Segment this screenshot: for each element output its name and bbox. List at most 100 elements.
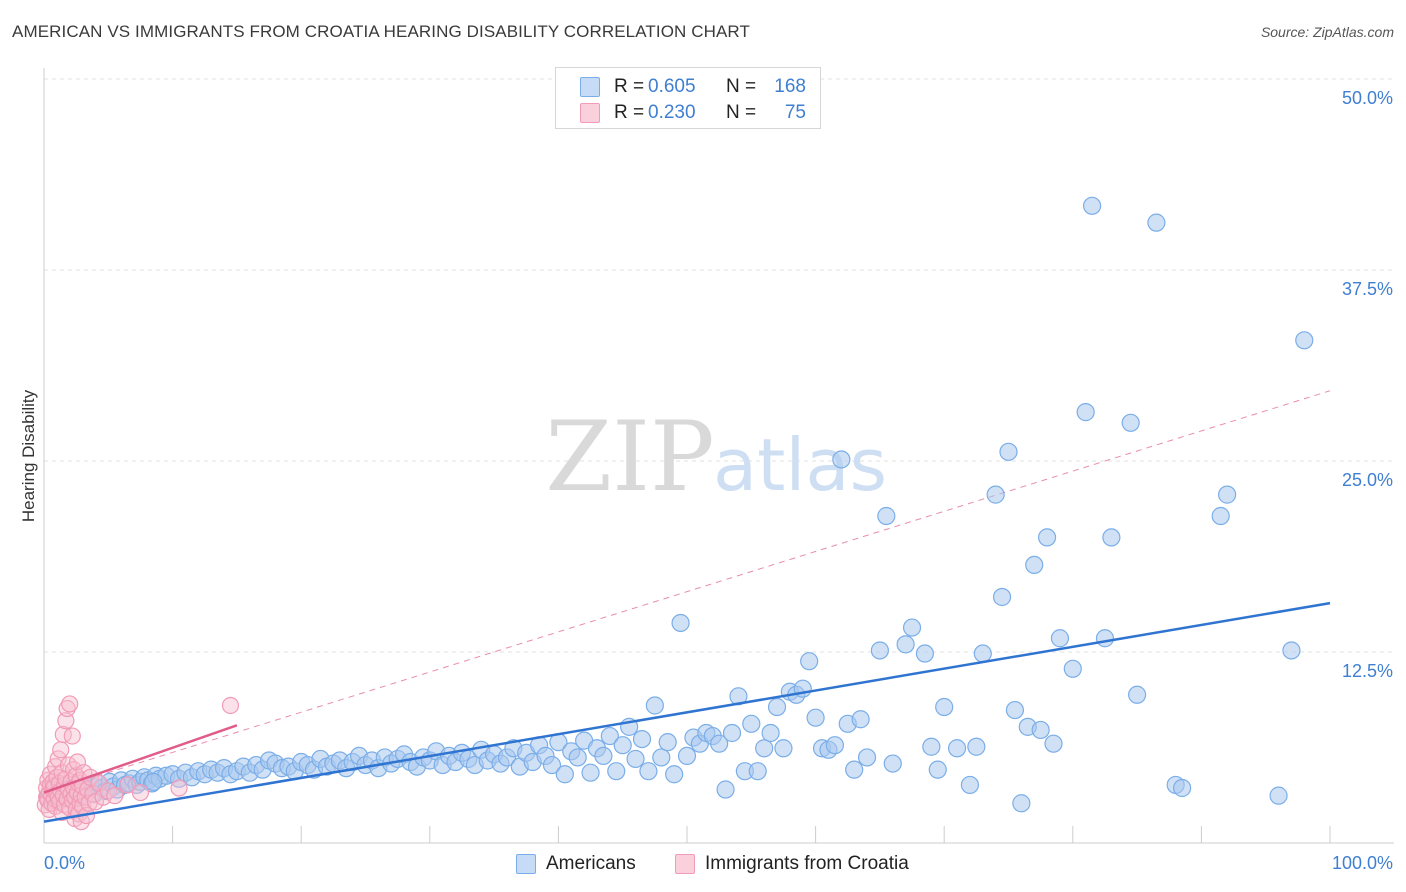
americans-point	[857, 748, 877, 767]
americans-point	[581, 763, 600, 782]
americans-point	[999, 442, 1018, 461]
americans-point	[748, 762, 767, 781]
croatia-point	[118, 776, 137, 794]
bottom-legend-americans[interactable]: Americans	[516, 852, 636, 876]
americans-point	[722, 723, 742, 743]
americans-point	[973, 644, 992, 663]
americans-point	[1082, 196, 1102, 215]
y-tick-label: 25.0%	[1342, 470, 1393, 490]
americans-point	[1025, 555, 1044, 575]
americans-point	[800, 652, 819, 671]
croatia-point	[63, 727, 81, 745]
americans-point	[922, 737, 941, 756]
americans-swatch	[580, 77, 600, 97]
bottom-legend-croatia[interactable]: Immigrants from Croatia	[675, 852, 909, 876]
americans-point	[986, 485, 1005, 504]
croatia-point	[57, 712, 75, 730]
croatia-point	[68, 753, 87, 771]
americans-point	[870, 641, 890, 660]
americans-point	[755, 739, 774, 758]
americans-point	[767, 697, 787, 717]
americans-point	[992, 587, 1012, 607]
americans-point	[928, 760, 947, 779]
stats-legend: R = 0.605 N = 168 R = 0.230 N = 75	[555, 67, 821, 129]
legend-r-label: R =	[614, 76, 645, 97]
croatia-point	[58, 699, 76, 718]
americans-point	[806, 708, 825, 727]
grid-lines	[44, 78, 1394, 653]
americans-point	[1095, 629, 1115, 648]
watermark-atlas: atlas	[713, 423, 887, 507]
americans-point	[883, 754, 902, 773]
y-tick-label: 12.5%	[1342, 661, 1393, 681]
americans-point	[742, 714, 761, 733]
americans-point	[1282, 641, 1301, 660]
legend-r-label: R =	[614, 102, 645, 123]
legend-row-americans: R = 0.605 N = 168	[580, 75, 806, 99]
axes	[43, 68, 1394, 844]
americans-point	[960, 775, 980, 795]
americans-point	[144, 772, 163, 791]
americans-point	[710, 734, 729, 753]
americans-point	[716, 780, 735, 799]
americans-point	[1044, 734, 1063, 753]
americans-point	[665, 765, 684, 784]
legend-n-label: N =	[726, 76, 757, 97]
legend-n-label: N =	[726, 102, 757, 123]
americans-point	[1012, 794, 1031, 813]
croatia-swatch	[675, 854, 695, 874]
watermark: ZIP atlas	[545, 401, 887, 513]
americans-point	[613, 736, 632, 755]
americans-point	[825, 736, 844, 755]
croatia-trend-dashed	[43, 390, 1331, 794]
americans-point	[652, 748, 671, 767]
y-tick-label: 50.0%	[1342, 88, 1393, 108]
tick-labels: 12.5% 25.0% 37.5% 50.0% 0.0% 100.0%	[44, 88, 1393, 873]
americans-point	[600, 726, 619, 746]
americans-point	[851, 710, 870, 729]
trend-lines-back	[43, 390, 1331, 794]
croatia-point	[170, 779, 188, 797]
americans-point	[542, 755, 562, 775]
legend-r-value: 0.605	[648, 76, 696, 97]
americans-point	[1121, 413, 1140, 432]
croatia-swatch	[580, 103, 600, 123]
americans-point	[947, 739, 967, 758]
americans-point	[774, 739, 793, 758]
americans-point	[1211, 506, 1230, 526]
americans-point	[1147, 213, 1166, 232]
americans-point	[877, 506, 896, 526]
x-tick-label: 100.0%	[1332, 853, 1393, 873]
americans-point	[639, 762, 658, 781]
croatia-point	[80, 794, 98, 812]
americans-point	[1102, 528, 1121, 547]
legend-r-value: 0.230	[648, 102, 696, 123]
americans-swatch	[516, 854, 536, 874]
americans-point	[1295, 331, 1314, 350]
americans-point	[1037, 528, 1057, 547]
americans-point	[555, 765, 574, 784]
americans-point	[626, 749, 645, 769]
americans-point	[671, 613, 690, 633]
y-axis-label: Hearing Disability	[19, 389, 38, 522]
americans-point	[896, 635, 915, 654]
legend-n-value: 168	[774, 76, 806, 97]
americans-point	[632, 729, 652, 749]
croatia-point	[61, 695, 79, 713]
americans-point	[1005, 700, 1025, 720]
legend-row-croatia: R = 0.230 N = 75	[580, 101, 806, 125]
croatia-point	[52, 741, 70, 759]
americans-point	[594, 746, 613, 766]
legend-n-value: 75	[784, 102, 806, 123]
americans-point	[935, 697, 954, 717]
americans-point	[658, 733, 677, 752]
americans-point	[1269, 786, 1288, 805]
americans-point	[915, 644, 935, 663]
croatia-point	[221, 696, 240, 715]
x-tick-label: 0.0%	[44, 853, 85, 873]
americans-points	[38, 196, 1314, 813]
americans-point	[677, 746, 697, 766]
croatia-point	[106, 787, 124, 805]
americans-point	[1031, 720, 1050, 740]
